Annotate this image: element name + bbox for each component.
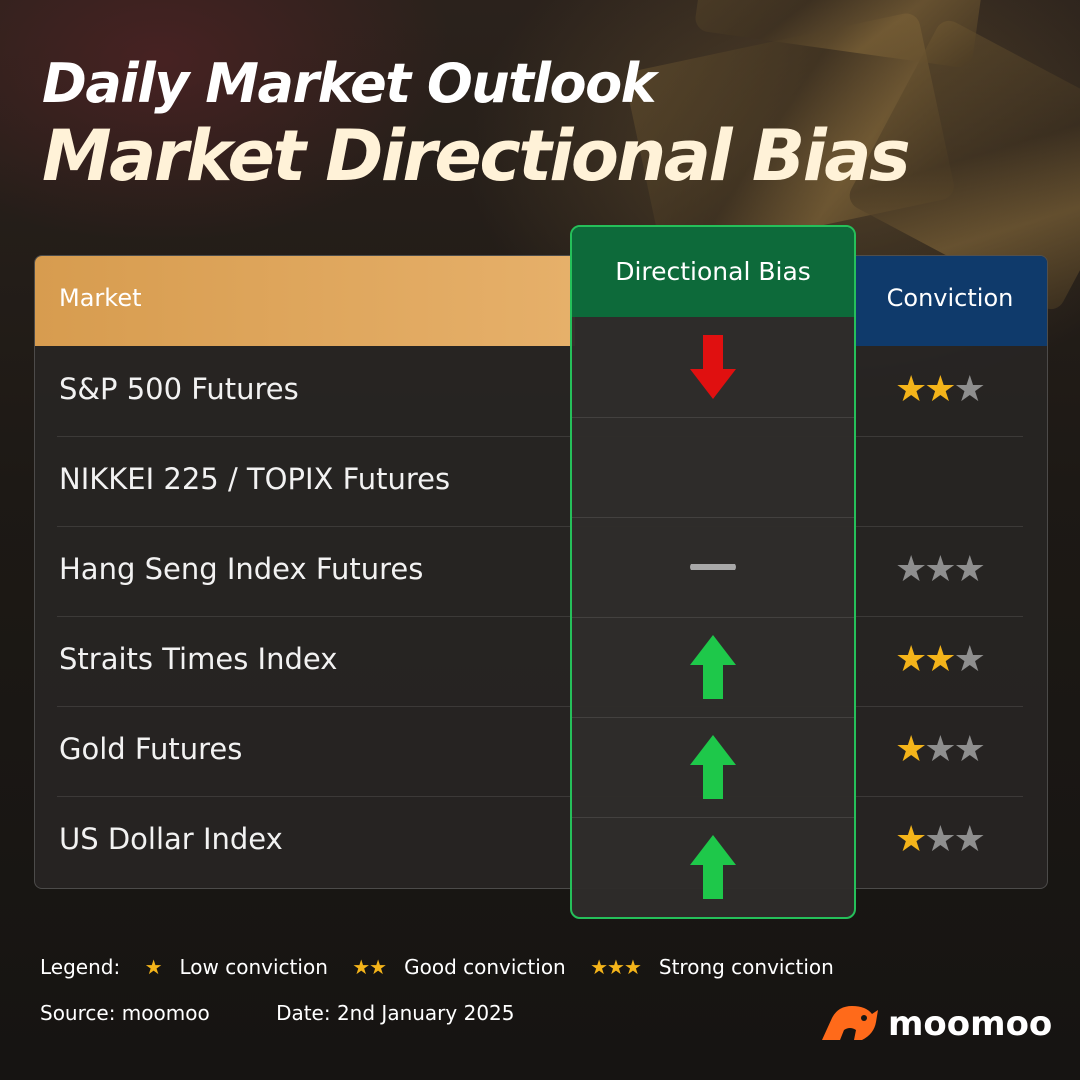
bias-table: Market Conviction S&P 500 Futures ★★★ NI…: [34, 255, 1048, 889]
star-filled-icon: ★: [895, 369, 927, 410]
star-icon: ★: [144, 955, 163, 979]
table-row: NIKKEI 225 / TOPIX Futures: [57, 436, 1023, 527]
page-subtitle: Market Directional Bias: [42, 115, 911, 197]
star-filled-icon: ★: [924, 639, 956, 680]
conviction-column-header: Conviction: [853, 256, 1047, 346]
arrow-up-icon: [690, 835, 736, 899]
conviction-header-label: Conviction: [886, 284, 1014, 312]
conviction-stars: ★★★: [895, 820, 1015, 860]
legend-label: Legend:: [40, 955, 121, 979]
star-filled-icon: ★: [924, 369, 956, 410]
market-header-label: Market: [59, 284, 142, 312]
legend-low: Low conviction: [179, 955, 328, 979]
brand-name: moomoo: [888, 1004, 1053, 1044]
legend-strong: Strong conviction: [658, 955, 834, 979]
arrow-up-icon: [690, 635, 736, 699]
conviction-stars: ★★★: [895, 730, 1015, 770]
market-name: Gold Futures: [59, 732, 243, 766]
brand-logo: moomoo: [818, 1000, 1052, 1048]
star-empty-icon: ★: [953, 639, 986, 680]
bias-cell: [572, 317, 854, 418]
star-empty-icon: ★: [924, 729, 956, 770]
star-empty-icon: ★: [953, 819, 986, 860]
bull-logo-icon: [822, 1006, 878, 1040]
arrow-down-icon: [690, 335, 736, 399]
star-empty-icon: ★: [924, 549, 956, 590]
table-row: US Dollar Index ★★★: [57, 796, 1023, 886]
bias-cell: [572, 417, 854, 518]
dash-icon: [690, 564, 736, 570]
bias-cell: [572, 517, 854, 618]
conviction-stars: ★★★: [895, 370, 1015, 410]
table-row: S&P 500 Futures ★★★: [57, 346, 1023, 437]
market-name: S&P 500 Futures: [59, 372, 299, 406]
arrow-up-icon: [690, 735, 736, 799]
legend-good: Good conviction: [404, 955, 566, 979]
market-name: US Dollar Index: [59, 822, 283, 856]
directional-bias-column: Directional Bias: [570, 225, 856, 919]
star-filled-icon: ★: [895, 729, 927, 770]
market-column-header: Market: [35, 256, 575, 346]
source-date-row: Source: moomoo Date: 2nd January 2025: [40, 1001, 515, 1025]
bias-header-label: Directional Bias: [615, 257, 811, 286]
page-title: Daily Market Outlook: [42, 52, 657, 115]
star-filled-icon: ★: [895, 819, 927, 860]
table-row: Straits Times Index ★★★: [57, 616, 1023, 707]
bias-column-header: Directional Bias: [572, 227, 854, 317]
bias-cell: [572, 817, 854, 917]
star-empty-icon: ★: [953, 369, 986, 410]
market-name: NIKKEI 225 / TOPIX Futures: [59, 462, 451, 496]
bias-cell: [572, 717, 854, 818]
conviction-stars: ★★★: [895, 550, 1015, 590]
star-empty-icon: ★: [953, 549, 986, 590]
star-filled-icon: ★: [895, 639, 927, 680]
table-row: Hang Seng Index Futures ★★★: [57, 526, 1023, 617]
market-name: Hang Seng Index Futures: [59, 552, 424, 586]
star-icon: ★★★: [590, 955, 642, 979]
conviction-stars: ★★★: [895, 640, 1015, 680]
title-block: Daily Market Outlook Market Directional …: [42, 52, 911, 197]
star-icon: ★★: [352, 955, 387, 979]
legend: Legend: ★ Low conviction ★★ Good convictio…: [40, 955, 852, 979]
market-name: Straits Times Index: [59, 642, 338, 676]
table-row: Gold Futures ★★★: [57, 706, 1023, 797]
date-text: Date: 2nd January 2025: [276, 1001, 515, 1025]
star-empty-icon: ★: [895, 549, 927, 590]
star-empty-icon: ★: [924, 819, 956, 860]
bias-cell: [572, 617, 854, 718]
source-text: Source: moomoo: [40, 1001, 210, 1025]
star-empty-icon: ★: [953, 729, 986, 770]
